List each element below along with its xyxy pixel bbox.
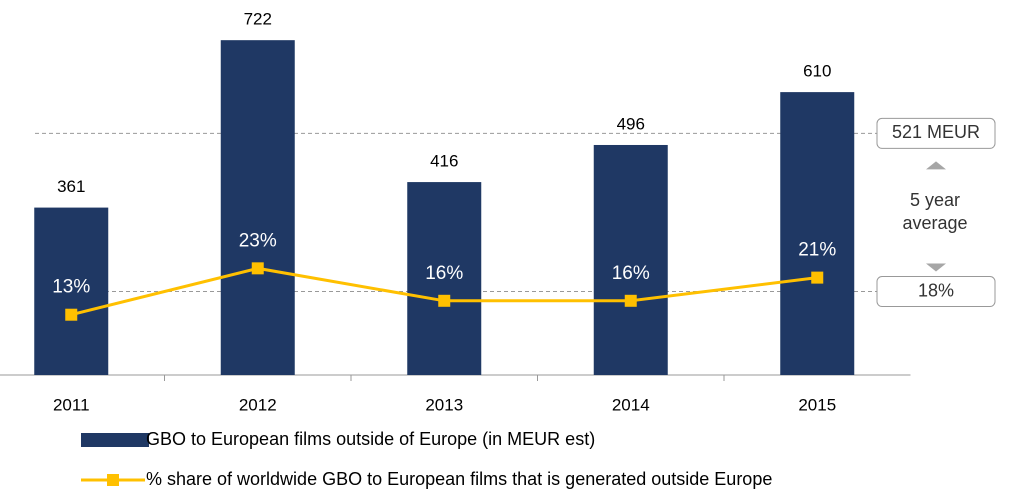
bar-value-label: 416 [430, 152, 458, 171]
bar [593, 144, 668, 375]
average-label: 521 MEUR [892, 122, 980, 142]
line-marker [65, 308, 78, 321]
line-value-label: 21% [798, 240, 836, 261]
arrow-down [926, 263, 946, 272]
legend-marker [107, 474, 119, 486]
line-value-label: 16% [612, 263, 650, 284]
line-value-label: 16% [425, 263, 463, 284]
line-marker [251, 262, 264, 275]
x-tick-label: 2011 [53, 395, 90, 414]
bar [34, 207, 109, 375]
line-marker [438, 294, 451, 307]
legend-label: % share of worldwide GBO to European fil… [146, 469, 772, 489]
average-box [876, 276, 996, 308]
average-label: 18% [918, 280, 954, 300]
x-tick-label: 2014 [612, 395, 650, 414]
line-marker [811, 271, 824, 284]
x-tick-label: 2012 [239, 395, 277, 414]
bar-value-label: 361 [57, 177, 85, 196]
arrow-up [926, 161, 946, 170]
bar [780, 92, 855, 376]
average-note: 5 year average [902, 190, 968, 234]
legend-label: GBO to European films outside of Europe … [146, 429, 595, 449]
bar-value-label: 722 [244, 10, 272, 29]
bar [220, 40, 295, 376]
line-value-label: 23% [239, 230, 277, 251]
line-marker [624, 294, 637, 307]
bar-value-label: 610 [803, 62, 831, 81]
legend-swatch [81, 433, 149, 447]
bar [407, 182, 482, 375]
average-box [876, 117, 996, 149]
x-tick-label: 2013 [425, 395, 463, 414]
line-value-label: 13% [52, 277, 90, 298]
x-tick-label: 2015 [798, 395, 836, 414]
bar-value-label: 496 [617, 114, 645, 133]
